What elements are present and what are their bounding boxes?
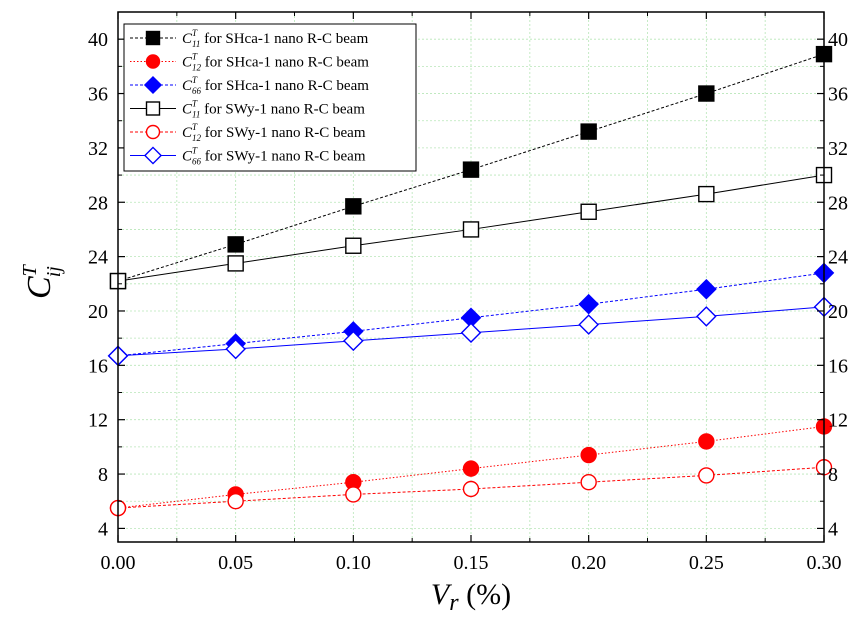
data-point xyxy=(580,203,597,220)
data-point xyxy=(227,236,244,253)
data-point xyxy=(345,486,362,503)
y-tick-label-right: 40 xyxy=(828,29,848,51)
legend-label: CT 11 for SWy-1 nano R-C beam xyxy=(182,99,365,120)
data-point xyxy=(580,123,597,140)
data-point xyxy=(460,322,482,344)
series-1 xyxy=(109,45,833,290)
data-point xyxy=(698,185,715,203)
data-point xyxy=(580,474,597,491)
data-point xyxy=(698,433,715,450)
y-axis-title-sub: ij xyxy=(43,266,65,278)
legend: CT 11 for SHca-1 nano R-C beam CT 12 for SH… xyxy=(123,23,417,172)
x-tick-label: 0.15 xyxy=(454,552,489,574)
y-tick-label-right: 28 xyxy=(828,192,848,214)
y-tick-label: 12 xyxy=(88,410,108,432)
data-point xyxy=(578,314,599,335)
y-tick-label-right: 12 xyxy=(828,410,848,432)
data-point xyxy=(698,467,715,484)
y-tick-label: 20 xyxy=(88,301,108,323)
y-tick-label: 24 xyxy=(88,247,108,269)
y-tick-label: 32 xyxy=(88,138,108,160)
y-tick-label: 16 xyxy=(88,355,108,377)
y-axis-title-main: C xyxy=(21,276,58,299)
data-point xyxy=(578,293,599,315)
y-tick-label: 28 xyxy=(88,192,108,214)
y-tick-label-right: 4 xyxy=(828,518,838,540)
x-tick-label: 0.25 xyxy=(689,552,724,574)
legend-marker xyxy=(143,75,163,95)
legend-marker xyxy=(143,146,163,165)
data-point xyxy=(343,330,364,352)
legend-label: CT 12 for SHca-1 nano R-C beam xyxy=(182,52,369,73)
legend-marker xyxy=(145,30,161,46)
legend-label: CT 12 for SWy-1 nano R-C beam xyxy=(182,122,366,143)
data-point xyxy=(698,85,715,102)
x-tick-label: 0.20 xyxy=(571,552,606,574)
x-axis-title-unit: (%) xyxy=(459,578,511,611)
legend-item: CT 12 for SWy-1 nano R-C beam xyxy=(130,122,366,143)
data-point xyxy=(580,446,597,464)
y-tick-label-right: 24 xyxy=(828,247,848,269)
y-tick-label: 8 xyxy=(98,464,108,486)
y-tick-label: 4 xyxy=(98,518,108,540)
data-point xyxy=(345,198,362,215)
x-axis-title-sub: r xyxy=(449,590,459,612)
x-tick-label: 0.10 xyxy=(336,552,371,574)
legend-marker xyxy=(145,124,161,140)
y-tick-label: 40 xyxy=(88,29,108,51)
x-tick-label: 0.30 xyxy=(807,552,842,574)
data-point xyxy=(462,161,480,178)
data-point xyxy=(462,480,480,498)
legend-marker xyxy=(145,54,161,69)
y-tick-label-right: 32 xyxy=(828,138,848,160)
legend-item: CT 12 for SHca-1 nano R-C beam xyxy=(130,52,369,73)
legend-item: CT 66 for SWy-1 nano R-C beam xyxy=(130,146,366,167)
legend-item: CT 66 for SHca-1 nano R-C beam xyxy=(130,75,369,96)
y-axis-title-sup: T xyxy=(19,263,41,276)
legend-label: CT 66 for SWy-1 nano R-C beam xyxy=(182,146,366,167)
y-tick-label-right: 36 xyxy=(828,84,848,106)
y-tick-label-right: 16 xyxy=(828,355,848,377)
y-axis-title: CT ij xyxy=(19,263,65,299)
data-point xyxy=(696,278,717,300)
data-point xyxy=(227,493,244,510)
data-point xyxy=(696,306,717,327)
y-tick-label: 36 xyxy=(88,84,108,106)
data-point xyxy=(462,221,480,238)
legend-marker xyxy=(145,101,161,116)
data-point xyxy=(227,255,244,272)
y-tick-label-right: 8 xyxy=(828,464,838,486)
series-5 xyxy=(109,459,833,517)
legend-box xyxy=(123,23,417,172)
y-tick-label-right: 20 xyxy=(828,301,848,323)
ticks-layer: 0.00 0.05 0.10 0.15 0.20 0.25 0.30 4 4 8 8 12 12 16 16… xyxy=(88,11,848,574)
legend-item: CT 11 for SWy-1 nano R-C beam xyxy=(130,99,365,120)
x-tick-label: 0.00 xyxy=(101,552,136,574)
data-point xyxy=(225,338,246,360)
legend-label: CT 66 for SHca-1 nano R-C beam xyxy=(182,75,369,96)
x-axis-title-main: V xyxy=(431,578,453,611)
legend-item: CT 11 for SHca-1 nano R-C beam xyxy=(130,28,369,49)
x-axis-title: Vr (%) xyxy=(431,578,511,612)
legend-label: CT 11 for SHca-1 nano R-C beam xyxy=(182,28,369,49)
data-point xyxy=(462,460,480,477)
data-point xyxy=(345,237,362,254)
x-tick-label: 0.05 xyxy=(218,552,253,574)
